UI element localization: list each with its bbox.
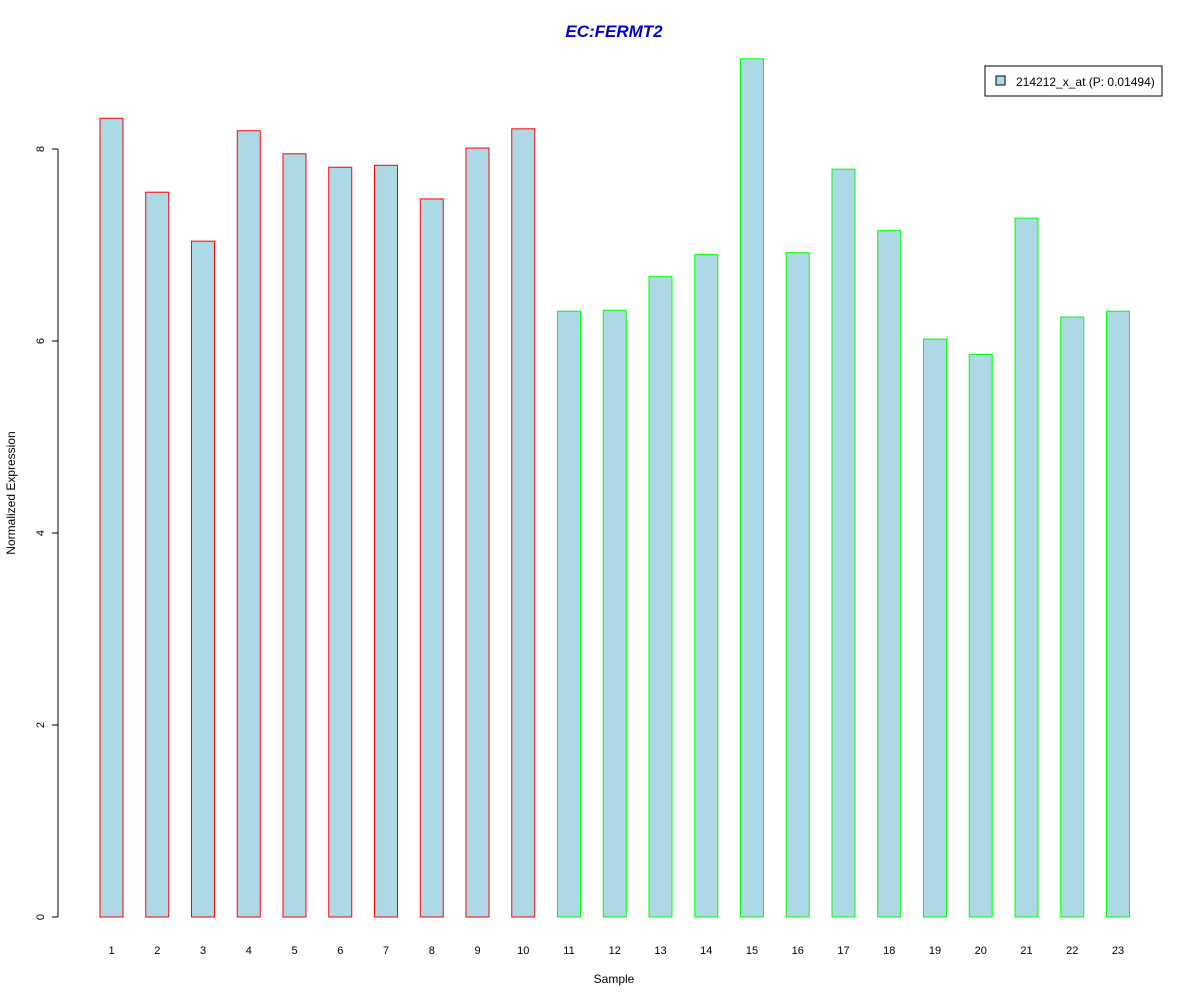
- legend-box: [984, 65, 1163, 97]
- x-tick-label: 1: [108, 945, 114, 957]
- bar-sample-10: [511, 128, 536, 918]
- x-tick-label: 10: [517, 945, 529, 957]
- y-tick-label: 0: [35, 914, 47, 920]
- bar-sample-13: [648, 276, 673, 918]
- x-tick-label: 11: [563, 945, 574, 957]
- bar-sample-23: [1106, 310, 1130, 918]
- bar-sample-20: [968, 353, 993, 918]
- bar-sample-18: [877, 230, 902, 918]
- bar-sample-1: [99, 117, 124, 918]
- bar-sample-19: [923, 338, 947, 918]
- bar-sample-21: [1014, 217, 1039, 918]
- bar-sample-12: [602, 309, 627, 918]
- bar-sample-8: [419, 198, 444, 918]
- x-tick-label: 14: [700, 945, 712, 957]
- x-tick-label: 22: [1066, 945, 1078, 957]
- x-tick-label: 18: [883, 945, 895, 957]
- bar-sample-4: [236, 130, 261, 918]
- bar-sample-6: [328, 166, 353, 918]
- bar-sample-22: [1060, 316, 1085, 918]
- bar-sample-3: [191, 240, 215, 918]
- bar-sample-11: [557, 310, 581, 918]
- y-tick-label: 2: [35, 722, 47, 728]
- bar-sample-9: [465, 147, 490, 918]
- bars-group: [99, 58, 1130, 918]
- x-tick-label: 9: [474, 945, 480, 957]
- y-tick-label: 6: [35, 338, 47, 344]
- x-tick-label: 16: [792, 945, 804, 957]
- x-tick-label: 7: [383, 945, 389, 957]
- x-tick-label: 21: [1020, 945, 1032, 957]
- x-tick-labels: 1 2 3 4 5 6 7 8 9 10 11 12 13 14 15 16 17 18 19 20 21 22 23: [108, 945, 1124, 957]
- x-tick-label: 23: [1112, 945, 1124, 957]
- x-tick-label: 12: [609, 945, 621, 957]
- bar-sample-16: [785, 252, 810, 918]
- bar-sample-7: [374, 164, 398, 918]
- x-tick-label: 13: [654, 945, 666, 957]
- bar-sample-5: [282, 153, 307, 918]
- x-tick-label: 6: [337, 945, 343, 957]
- y-tick-label: 4: [35, 530, 47, 536]
- x-tick-label: 5: [291, 945, 297, 957]
- y-axis: 0 2 4 6 8: [35, 146, 59, 920]
- bar-sample-17: [831, 168, 856, 918]
- chart-title: EC:FERMT2: [565, 22, 663, 41]
- x-axis-label: Sample: [594, 972, 635, 986]
- legend-swatch: [995, 75, 1006, 86]
- x-tick-label: 20: [975, 945, 987, 957]
- x-tick-label: 3: [200, 945, 206, 957]
- y-axis-label: Normalized Expression: [4, 431, 18, 554]
- x-tick-label: 2: [154, 945, 160, 957]
- x-tick-label: 8: [429, 945, 435, 957]
- x-tick-label: 15: [746, 945, 758, 957]
- bar-sample-15: [740, 58, 764, 918]
- y-tick-label: 8: [35, 146, 47, 152]
- bar-sample-14: [694, 254, 719, 918]
- x-tick-label: 4: [246, 945, 252, 957]
- bar-sample-2: [145, 191, 170, 918]
- x-tick-label: 17: [837, 945, 849, 957]
- legend: 214212_x_at (P: 0.01494): [984, 65, 1163, 97]
- legend-label: 214212_x_at (P: 0.01494): [1016, 75, 1155, 89]
- x-tick-label: 19: [929, 945, 941, 957]
